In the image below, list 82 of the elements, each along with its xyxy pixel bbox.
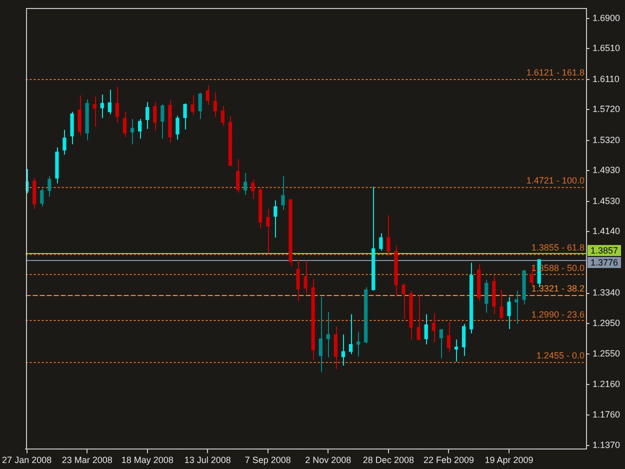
ref-line-label: 1.2455 - 0.0: [536, 350, 584, 361]
ref-line-label: 1.3855 - 61.8: [531, 242, 584, 252]
candlestick: [220, 105, 225, 126]
candlestick: [326, 312, 330, 358]
candlestick: [146, 102, 150, 130]
y-tick-label: 1.4530: [592, 196, 620, 206]
x-tick-label: 18 May 2008: [121, 455, 174, 466]
y-tick-label: 1.2550: [592, 348, 620, 359]
ref-line-label: 1.3776: [590, 257, 618, 268]
candlestick: [296, 258, 300, 302]
candlestick: [424, 314, 428, 345]
y-tick-label: 1.6510: [592, 43, 620, 54]
candlestick: [48, 176, 52, 198]
candlestick: [446, 321, 451, 352]
candlestick: [318, 296, 322, 373]
candlestick: [40, 188, 44, 207]
ref-line-label: 1.4721 - 100.0: [526, 176, 584, 186]
y-tick-label: 1.4140: [592, 226, 620, 236]
y-tick-label: 1.6110: [592, 74, 620, 84]
candlestick: [160, 104, 164, 140]
ref-line-label: 1.6121 - 161.8: [526, 68, 584, 78]
candlestick: [341, 334, 346, 366]
candlestick: [130, 118, 134, 145]
candlestick: [432, 312, 436, 344]
candlestick: [251, 178, 255, 200]
candlestick: [462, 323, 466, 356]
candlestick: [138, 118, 142, 140]
x-tick-label: 27 Jan 2008: [2, 455, 52, 466]
candlestick: [379, 232, 383, 252]
candlestick: [213, 92, 217, 118]
candlestick: [176, 115, 180, 140]
x-tick-label: 23 Mar 2008: [62, 455, 112, 466]
candlestick: [236, 158, 240, 194]
x-tick-label: 13 Jul 2008: [184, 455, 231, 466]
candlestick: [266, 208, 270, 254]
y-tick-label: 1.3340: [592, 288, 620, 298]
candlestick: [62, 129, 66, 156]
candlestick: [153, 102, 157, 131]
candlestick: [304, 260, 308, 294]
candlestick: [454, 339, 458, 362]
candlestick: [274, 200, 278, 238]
candlestick: [334, 326, 338, 370]
ref-line-label: 1.2990 - 23.6: [531, 309, 584, 320]
candlestick: [416, 294, 420, 341]
candlestick: [402, 283, 406, 320]
candlestick: [514, 290, 518, 324]
x-tick-label: 2 Nov 2008: [305, 455, 352, 466]
candlestick: [100, 94, 104, 119]
candlestick: [70, 111, 74, 145]
x-tick-label: 22 Feb 2009: [423, 455, 474, 466]
candlestick: [530, 264, 534, 286]
y-tick-label: 1.2160: [592, 378, 620, 389]
candlestick: [92, 96, 96, 128]
candlestick: [484, 279, 488, 314]
candlestick: [183, 102, 187, 130]
y-tick-label: 1.4930: [592, 165, 620, 175]
y-tick-label: 1.6900: [592, 12, 620, 23]
candlestick: [78, 95, 82, 136]
candlestick: [198, 92, 202, 120]
y-tick-label: 1.1760: [592, 410, 620, 420]
ref-line-label: 1.3857: [590, 245, 618, 256]
y-tick-label: 1.1370: [592, 440, 620, 450]
x-tick-label: 28 Dec 2008: [362, 455, 414, 466]
ref-line-label: 1.3321 - 38.2: [531, 284, 584, 294]
candlestick: [243, 172, 248, 196]
candlestick: [507, 296, 511, 330]
candlestick: [115, 86, 120, 124]
candlestick: [190, 95, 194, 116]
x-tick-label: 7 Sep 2008: [244, 455, 291, 466]
candlestick: [122, 111, 127, 138]
candlestick: [32, 177, 36, 210]
y-tick-label: 1.5320: [592, 134, 620, 145]
candlestick: [500, 289, 504, 320]
candlestick: [439, 328, 444, 359]
x-tick-label: 19 Apr 2009: [484, 455, 534, 466]
y-tick-label: 1.5720: [592, 104, 620, 114]
y-tick-label: 1.2950: [592, 318, 620, 328]
candlestick: [348, 314, 353, 355]
candlestick: [281, 176, 285, 210]
candlestick: [108, 89, 112, 115]
candlestick: [206, 84, 210, 106]
candlestick: [386, 214, 390, 256]
